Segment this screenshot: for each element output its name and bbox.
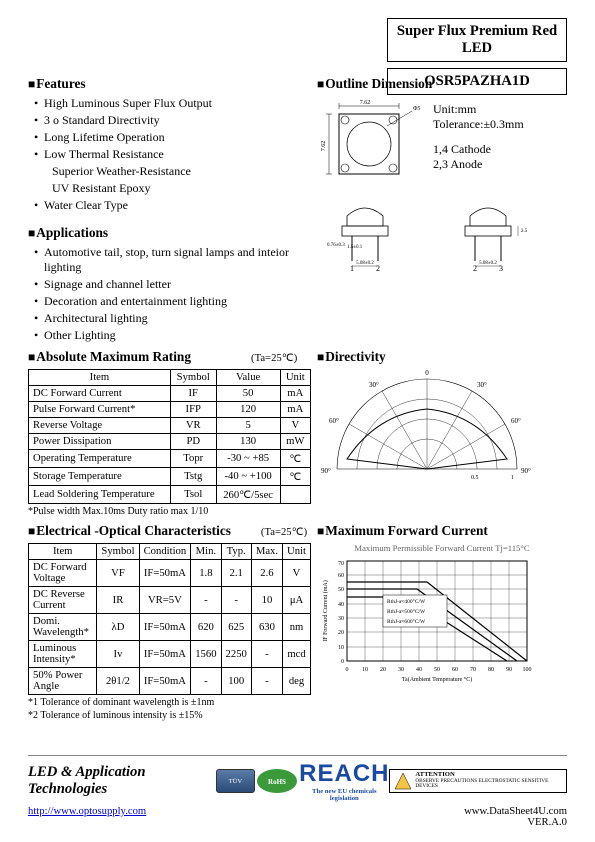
app-item: Signage and channel letter (34, 277, 311, 292)
feature-item: Long Lifetime Operation (34, 130, 311, 145)
svg-text:3: 3 (499, 264, 503, 273)
elecopt-table: ItemSymbolConditionMin.Typ.Max.UnitDC Fo… (28, 543, 311, 695)
reach-logo: REACH The new EU chemicals legislation (299, 760, 389, 802)
app-item: Architectural lighting (34, 311, 311, 326)
svg-text:IF Forward Current (mA): IF Forward Current (mA) (322, 580, 329, 642)
datasheet-url: www.DataSheet4U.com (464, 806, 567, 817)
elecopt-cond: (Ta=25℃) (261, 525, 307, 538)
feature-item: Low Thermal Resistance (34, 147, 311, 162)
svg-text:2: 2 (473, 264, 477, 273)
svg-text:0.76±0.3: 0.76±0.3 (327, 243, 345, 248)
tuv-logo: TÜV (216, 769, 255, 793)
applications-title: Applications (28, 225, 311, 241)
feature-item: Superior Weather-Resistance (34, 164, 311, 179)
svg-text:RoHS: RoHS (268, 778, 286, 786)
svg-text:50: 50 (338, 587, 344, 593)
outline-side-view-2: 2 3 2.5 5.08±0.2 (440, 196, 555, 276)
outline-pins1: 1,4 Cathode (433, 142, 524, 157)
svg-text:50: 50 (434, 667, 440, 673)
outline-side-view-1: 1 2 5.08±0.2 0.76±0.3 1.5±0.1 (317, 196, 432, 276)
absmax-table: ItemSymbolValueUnitDC Forward CurrentIF5… (28, 369, 311, 504)
elecopt-footnote2: *2 Tolerance of luminous intensity is ±1… (28, 710, 311, 721)
svg-text:1: 1 (350, 264, 354, 273)
svg-text:20: 20 (380, 667, 386, 673)
maxfwd-caption: Maximum Permissible Forward Current Tj=1… (317, 543, 567, 553)
feature-item: 3 o Standard Directivity (34, 113, 311, 128)
svg-text:80: 80 (488, 667, 494, 673)
feature-item: High Luminous Super Flux Output (34, 96, 311, 111)
svg-text:0.5: 0.5 (471, 475, 479, 481)
svg-text:60°: 60° (511, 417, 521, 425)
svg-text:30: 30 (398, 667, 404, 673)
svg-text:100: 100 (523, 667, 532, 673)
company-name: LED & Application Technologies (28, 764, 216, 798)
svg-text:0: 0 (346, 667, 349, 673)
svg-text:70: 70 (338, 561, 344, 567)
svg-text:60: 60 (338, 573, 344, 579)
version: VER.A.0 (464, 817, 567, 828)
svg-text:1: 1 (511, 475, 514, 481)
elecopt-footnote1: *1 Tolerance of dominant wavelength is ±… (28, 697, 311, 708)
svg-text:RthJ-a≈600°C/W: RthJ-a≈600°C/W (387, 618, 426, 625)
directivity-chart: 0 30° 30° 60° 60° 90° 90° 0.5 1 (317, 369, 537, 484)
svg-text:0: 0 (341, 659, 344, 665)
svg-text:Ta(Ambient Temperature °C): Ta(Ambient Temperature °C) (402, 676, 472, 683)
footer: LED & Application Technologies TÜV RoHS … (28, 751, 567, 828)
applications-list: Automotive tail, stop, turn signal lamps… (28, 245, 311, 343)
svg-text:10: 10 (338, 645, 344, 651)
outline-unit: Unit:mm (433, 102, 524, 117)
esd-logo: ATTENTION OBSERVE PRECAUTIONS ELECTROSTA… (389, 769, 567, 793)
header-area: Super Flux Premium Red LED OSR5PAZHA1D (387, 18, 567, 95)
svg-text:30: 30 (338, 616, 344, 622)
outline-tol: Tolerance:±0.3mm (433, 117, 524, 132)
svg-text:7.62: 7.62 (321, 141, 327, 152)
svg-text:1.5±0.1: 1.5±0.1 (347, 245, 363, 250)
outline-top-view: 7.62 7.62 Φ5 (317, 96, 427, 196)
feature-item: Water Clear Type (34, 198, 311, 213)
svg-text:RthJ-a≈400°C/W: RthJ-a≈400°C/W (387, 598, 426, 605)
part-number: OSR5PAZHA1D (387, 68, 567, 95)
svg-text:40: 40 (416, 667, 422, 673)
absmax-cond: (Ta=25℃) (251, 351, 297, 364)
svg-text:10: 10 (362, 667, 368, 673)
rohs-logo: RoHS (255, 767, 299, 795)
svg-text:0: 0 (425, 369, 429, 377)
features-list: High Luminous Super Flux Output 3 o Stan… (28, 96, 311, 213)
svg-text:20: 20 (338, 630, 344, 636)
svg-text:7.62: 7.62 (360, 100, 371, 106)
absmax-title: Absolute Maximum Rating (28, 349, 191, 365)
website-link[interactable]: http://www.optosupply.com (28, 806, 146, 828)
svg-text:90°: 90° (321, 467, 331, 475)
svg-text:RthJ-a≈500°C/W: RthJ-a≈500°C/W (387, 608, 426, 615)
svg-text:30°: 30° (369, 381, 379, 389)
features-title: Features (28, 76, 311, 92)
svg-text:5.08±0.2: 5.08±0.2 (479, 261, 497, 266)
svg-text:90°: 90° (521, 467, 531, 475)
svg-text:90: 90 (506, 667, 512, 673)
feature-item: UV Resistant Epoxy (34, 181, 311, 196)
svg-text:60°: 60° (329, 417, 339, 425)
directivity-title: Directivity (317, 349, 567, 365)
app-item: Decoration and entertainment lighting (34, 294, 311, 309)
svg-text:30°: 30° (477, 381, 487, 389)
absmax-footnote: *Pulse width Max.10ms Duty ratio max 1/1… (28, 506, 311, 517)
svg-text:70: 70 (470, 667, 476, 673)
svg-text:2: 2 (376, 264, 380, 273)
svg-text:5.08±0.2: 5.08±0.2 (356, 261, 374, 266)
doc-title: Super Flux Premium Red LED (387, 18, 567, 62)
svg-text:60: 60 (452, 667, 458, 673)
app-item: Automotive tail, stop, turn signal lamps… (34, 245, 311, 275)
maxfwd-title: Maximum Forward Current (317, 523, 567, 539)
svg-text:2.5: 2.5 (521, 229, 528, 234)
maxfwd-chart: RthJ-a≈400°C/W RthJ-a≈500°C/W RthJ-a≈600… (317, 553, 547, 683)
svg-text:40: 40 (338, 602, 344, 608)
outline-pins2: 2,3 Anode (433, 157, 524, 172)
elecopt-title: Electrical -Optical Characteristics (28, 523, 231, 539)
app-item: Other Lighting (34, 328, 311, 343)
svg-text:Φ5: Φ5 (413, 106, 420, 112)
